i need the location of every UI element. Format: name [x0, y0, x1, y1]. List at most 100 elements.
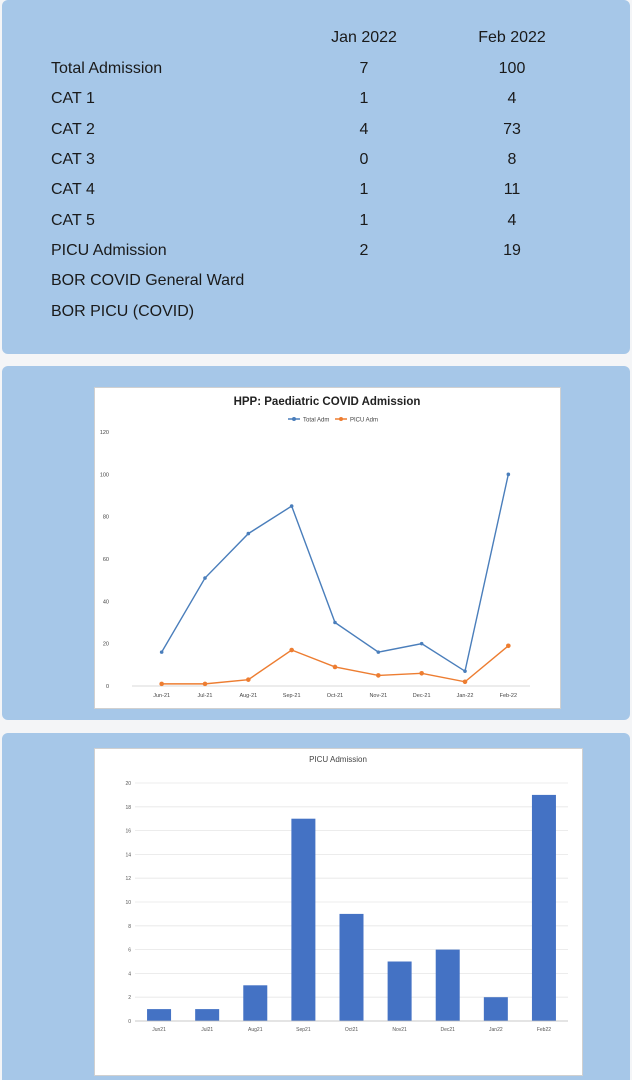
- data-point: [376, 650, 381, 654]
- bar: [531, 794, 556, 1021]
- data-point: [376, 673, 381, 678]
- x-tick-label: Feb-22: [500, 693, 517, 699]
- data-point: [419, 641, 424, 646]
- x-tick-label: Dec21: [440, 1027, 455, 1033]
- cell-cat-1-jan: 1: [359, 90, 369, 107]
- data-point: [419, 671, 424, 676]
- cell-picu-admission-jan: 2: [359, 242, 369, 259]
- x-tick-label: Aug-21: [239, 693, 257, 699]
- x-tick-label: Sep21: [296, 1027, 311, 1033]
- data-point: [506, 472, 511, 477]
- y-tick-label: 60: [103, 557, 109, 563]
- cell-picu-admission-feb: 19: [503, 242, 521, 259]
- bar: [483, 997, 508, 1021]
- bar: [291, 818, 316, 1021]
- x-tick-label: Nov21: [392, 1027, 407, 1033]
- row-label-cat-3: CAT 3: [51, 151, 95, 168]
- legend-marker-1: [339, 417, 343, 421]
- x-tick-label: Oct-21: [327, 693, 344, 699]
- data-point: [506, 643, 511, 649]
- bar-chart: PICU Admission 0 2 4 6 8 10 12 14 16 18 20 Jun21 Jul2…: [125, 755, 568, 1033]
- line-chart-card: HPP: Paediatric COVID Admission Total Adm…: [94, 387, 561, 709]
- y-tick-label: 8: [128, 924, 131, 930]
- x-tick-label: Oct21: [345, 1027, 359, 1033]
- bar: [147, 1009, 172, 1021]
- chart-title: HPP: Paediatric COVID Admission: [234, 396, 421, 408]
- row-label-cat-4: CAT 4: [51, 181, 95, 198]
- x-tick-label: Jan22: [489, 1027, 503, 1033]
- y-tick-label: 14: [125, 852, 131, 858]
- legend-label-0: Total Adm: [303, 418, 329, 424]
- x-tick-label: Aug21: [248, 1027, 263, 1033]
- admission-summary-panel: Jan 2022 Feb 2022 Total Admission 7 100 …: [2, 0, 630, 354]
- admission-summary-table: Jan 2022 Feb 2022 Total Admission 7 100 …: [2, 0, 630, 354]
- data-point: [159, 681, 164, 687]
- x-tick-label: Jun21: [152, 1027, 166, 1033]
- line-chart: HPP: Paediatric COVID Admission Total Adm…: [100, 396, 530, 699]
- x-tick-label: Jan-22: [457, 693, 474, 699]
- bar: [339, 913, 364, 1021]
- bar-chart-panel: PICU Admission 0 2 4 6 8 10 12 14 16 18 20 Jun21 Jul2…: [2, 733, 630, 1080]
- data-point: [289, 647, 294, 653]
- y-tick-label: 20: [103, 642, 109, 648]
- cell-cat-2-jan: 4: [359, 121, 369, 138]
- row-label-bor-picu-covid: BOR PICU (COVID): [51, 303, 195, 320]
- cell-cat-4-jan: 1: [359, 181, 369, 198]
- x-tick-label: Jul21: [201, 1027, 213, 1033]
- y-tick-label: 0: [128, 1019, 131, 1025]
- cell-cat-2-feb: 73: [503, 121, 521, 138]
- bar: [243, 985, 268, 1021]
- data-point: [246, 677, 251, 682]
- y-tick-label: 6: [128, 948, 131, 954]
- data-point: [332, 664, 338, 670]
- bar: [195, 1009, 220, 1021]
- line-chart-panel: HPP: Paediatric COVID Admission Total Adm…: [2, 366, 630, 720]
- bar-chart-card: PICU Admission 0 2 4 6 8 10 12 14 16 18 20 Jun21 Jul2…: [94, 748, 583, 1076]
- bar: [387, 961, 412, 1021]
- row-label-cat-1: CAT 1: [51, 90, 95, 107]
- cell-cat-3-feb: 8: [507, 151, 517, 168]
- data-point: [202, 681, 208, 687]
- x-tick-label: Nov-21: [369, 693, 387, 699]
- data-point: [159, 650, 164, 654]
- data-point: [203, 576, 207, 580]
- row-label-bor-covid-general-ward: BOR COVID General Ward: [51, 272, 245, 289]
- x-tick-label: Feb22: [537, 1027, 551, 1033]
- y-tick-label: 120: [100, 430, 109, 436]
- y-tick-label: 100: [100, 472, 109, 478]
- cell-cat-5-feb: 4: [507, 212, 517, 229]
- x-tick-label: Sep-21: [283, 693, 301, 699]
- column-header-feb-2022: Feb 2022: [478, 29, 546, 46]
- bar: [435, 949, 460, 1021]
- y-tick-label: 0: [106, 684, 109, 690]
- y-tick-label: 4: [128, 971, 131, 977]
- x-tick-label: Jun-21: [153, 693, 170, 699]
- y-tick-label: 16: [125, 829, 131, 835]
- y-tick-label: 20: [125, 781, 131, 787]
- y-tick-label: 2: [128, 995, 131, 1001]
- data-point: [289, 504, 294, 508]
- y-tick-label: 40: [103, 599, 109, 605]
- legend-marker-0: [292, 417, 296, 421]
- x-tick-label: Jul-21: [198, 693, 213, 699]
- data-point: [333, 620, 337, 625]
- row-label-picu-admission: PICU Admission: [51, 242, 167, 259]
- cell-total-admission-jan: 7: [359, 60, 369, 77]
- cell-cat-5-jan: 1: [359, 212, 369, 229]
- legend-label-1: PICU Adm: [350, 418, 378, 424]
- data-point: [462, 679, 468, 685]
- column-header-jan-2022: Jan 2022: [331, 29, 397, 46]
- data-point: [246, 531, 251, 536]
- cell-cat-1-feb: 4: [507, 90, 517, 107]
- cell-total-admission-feb: 100: [498, 60, 526, 77]
- cell-cat-3-jan: 0: [359, 151, 369, 168]
- y-tick-label: 18: [125, 805, 131, 811]
- y-tick-label: 12: [125, 876, 131, 882]
- row-label-cat-5: CAT 5: [51, 212, 95, 229]
- row-label-total-admission: Total Admission: [51, 60, 163, 77]
- cell-cat-4-feb: 11: [503, 181, 521, 198]
- row-label-cat-2: CAT 2: [51, 121, 95, 138]
- x-tick-label: Dec-21: [413, 693, 431, 699]
- data-point: [463, 669, 467, 673]
- y-tick-label: 10: [125, 900, 131, 906]
